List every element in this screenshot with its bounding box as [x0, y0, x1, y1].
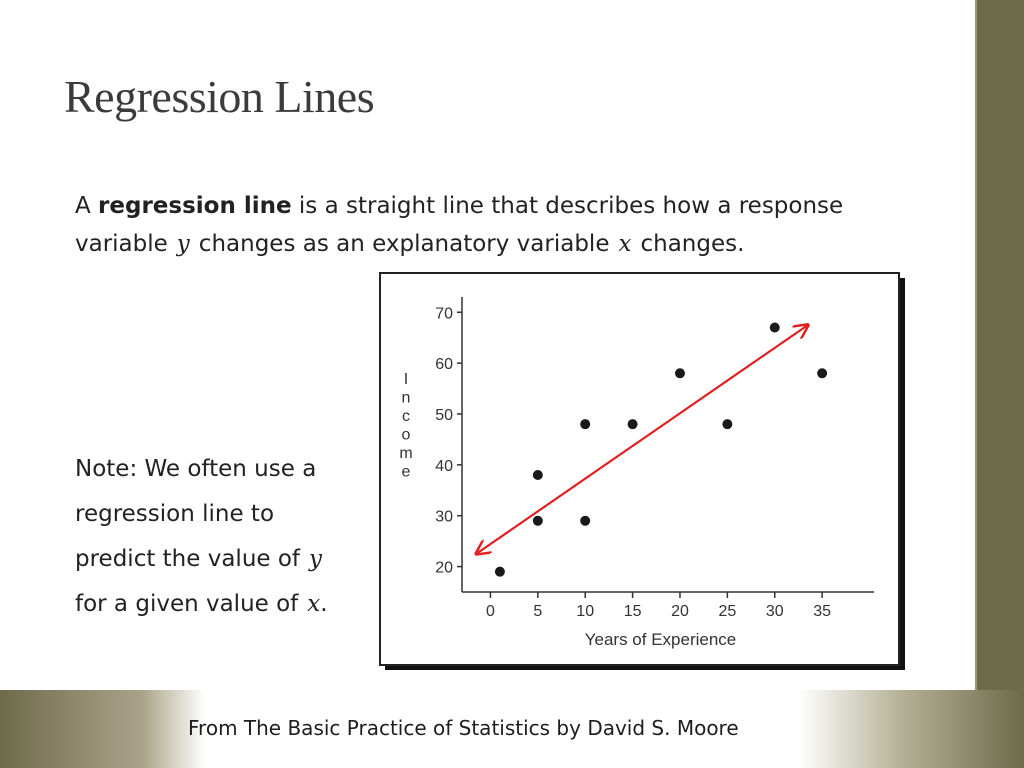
- chart-plot-area: 20 30 40 50 60 70 0 5 10 15 20 25 30 35 Years of Exper…: [399, 297, 874, 649]
- slide-title: Regression Lines: [64, 71, 375, 122]
- x-tick-label: 0: [486, 603, 495, 620]
- y-axis-label-letter: I: [404, 371, 408, 388]
- note-line-1: Note: We often use a: [75, 456, 317, 482]
- x-tick-label: 25: [718, 603, 736, 620]
- source-citation: From The Basic Practice of Statistics by…: [188, 716, 739, 740]
- data-point: [532, 515, 543, 526]
- data-point: [817, 368, 828, 379]
- x-tick-label: 10: [576, 603, 594, 620]
- y-axis-label-letter: m: [399, 445, 412, 462]
- intro-text-1: is a straight line that describes how a …: [75, 193, 844, 257]
- note-line-2: regression line to: [75, 501, 275, 527]
- intro-paragraph: A regression line is a straight line tha…: [75, 187, 955, 263]
- y-tick-label: 30: [435, 509, 453, 526]
- intro-bold-term: regression line: [98, 193, 292, 219]
- scatter-chart: 20 30 40 50 60 70 0 5 10 15 20 25 30 35 Years of Exper…: [379, 272, 905, 670]
- y-axis-label-letter: o: [402, 427, 411, 444]
- intro-var-y: y: [176, 231, 190, 257]
- note-line-3: predict the value of y: [75, 537, 375, 582]
- note-line-4: for a given value of x.: [75, 582, 375, 627]
- y-tick-label: 70: [435, 305, 453, 322]
- side-decor-highlight: [975, 0, 977, 768]
- x-tick-label: 30: [766, 603, 784, 620]
- y-tick-label: 40: [435, 458, 453, 475]
- note-var-y: y: [309, 546, 323, 572]
- x-tick-label: 15: [624, 603, 642, 620]
- y-tick-label: 50: [435, 407, 453, 424]
- intro-prefix: A: [75, 193, 99, 219]
- data-point: [722, 419, 733, 430]
- x-tick-label: 5: [533, 603, 542, 620]
- x-tick-label: 20: [671, 603, 689, 620]
- intro-text-3: changes.: [640, 231, 745, 257]
- side-decor-bar: [975, 0, 1024, 768]
- y-axis-label-letter: e: [402, 464, 411, 481]
- data-point: [494, 566, 505, 577]
- x-tick-label: 35: [813, 603, 831, 620]
- intro-text-2: changes as an explanatory variable: [198, 231, 610, 257]
- data-point: [769, 322, 780, 333]
- bottom-decor-band: [0, 690, 1024, 768]
- regression-line: [476, 325, 808, 554]
- data-point: [532, 470, 543, 481]
- y-tick-label: 60: [435, 356, 453, 373]
- note-line-4-suffix: .: [320, 591, 328, 617]
- x-axis-label: Years of Experience: [585, 630, 737, 649]
- intro-var-x: x: [618, 231, 632, 257]
- note-paragraph: Note: We often use a regression line to …: [75, 447, 375, 627]
- note-var-x: x: [307, 591, 321, 617]
- data-point: [674, 368, 685, 379]
- data-point: [627, 419, 638, 430]
- data-point: [580, 419, 591, 430]
- y-tick-label: 20: [435, 560, 453, 577]
- y-axis-label-letter: n: [402, 390, 411, 407]
- note-line-3-text: predict the value of: [75, 546, 301, 572]
- note-line-4-text: for a given value of: [75, 591, 299, 617]
- data-point: [580, 515, 591, 526]
- y-axis-label-letter: c: [402, 408, 410, 425]
